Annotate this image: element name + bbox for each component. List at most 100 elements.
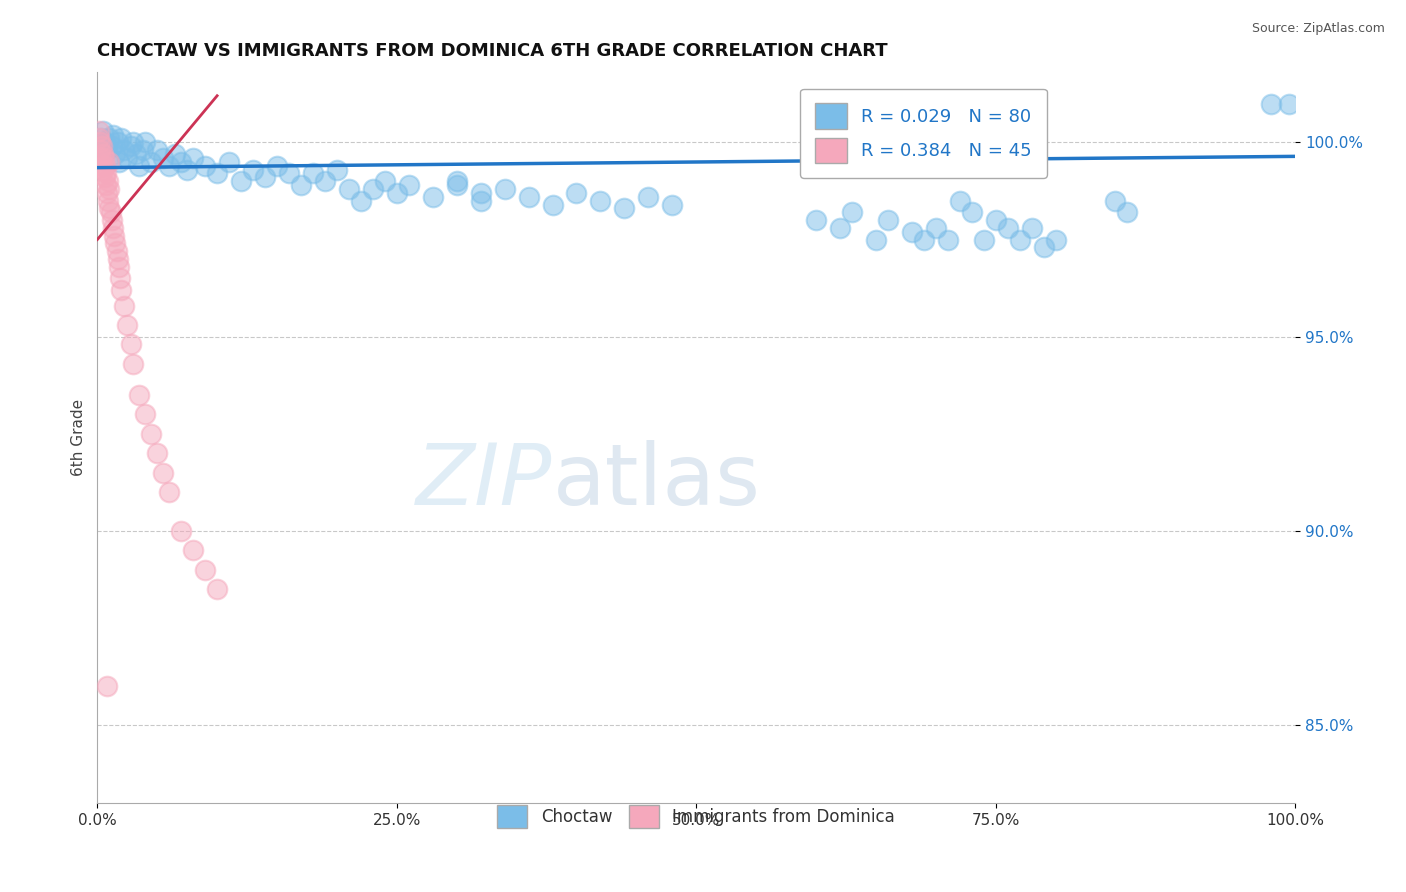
Point xyxy=(96,679,118,693)
Point xyxy=(1021,220,1043,235)
Point xyxy=(91,159,114,173)
Point xyxy=(91,124,114,138)
Point xyxy=(973,233,995,247)
Point xyxy=(181,151,204,165)
Point xyxy=(925,220,948,235)
Point xyxy=(841,205,863,219)
Point xyxy=(936,233,959,247)
Point xyxy=(385,186,408,200)
Text: CHOCTAW VS IMMIGRANTS FROM DOMINICA 6TH GRADE CORRELATION CHART: CHOCTAW VS IMMIGRANTS FROM DOMINICA 6TH … xyxy=(97,42,889,60)
Point xyxy=(350,194,373,208)
Point xyxy=(96,186,118,200)
Point xyxy=(141,154,163,169)
Point xyxy=(901,225,924,239)
Point xyxy=(101,128,124,142)
Point xyxy=(110,131,132,145)
Point xyxy=(541,197,564,211)
Point xyxy=(170,524,193,538)
Legend: Choctaw, Immigrants from Dominica: Choctaw, Immigrants from Dominica xyxy=(491,797,901,835)
Point xyxy=(91,147,114,161)
Point xyxy=(470,186,492,200)
Point xyxy=(107,252,129,266)
Point xyxy=(194,563,217,577)
Point xyxy=(90,139,112,153)
Text: ZIP: ZIP xyxy=(416,440,553,523)
Point xyxy=(912,233,935,247)
Point xyxy=(804,213,827,227)
Y-axis label: 6th Grade: 6th Grade xyxy=(72,399,86,476)
Point xyxy=(637,190,659,204)
Point xyxy=(152,466,174,480)
Point xyxy=(134,136,156,150)
Point xyxy=(120,139,142,153)
Point xyxy=(97,182,120,196)
Point xyxy=(361,182,384,196)
Point xyxy=(89,131,111,145)
Point xyxy=(128,159,150,173)
Point xyxy=(446,174,468,188)
Point xyxy=(517,190,540,204)
Point xyxy=(314,174,336,188)
Point xyxy=(96,166,118,180)
Point xyxy=(98,131,121,145)
Point xyxy=(1278,96,1301,111)
Point xyxy=(865,233,887,247)
Point xyxy=(96,143,118,157)
Point xyxy=(112,299,135,313)
Point xyxy=(194,159,217,173)
Point xyxy=(108,260,131,274)
Point xyxy=(1045,233,1067,247)
Point xyxy=(98,154,121,169)
Point xyxy=(422,190,444,204)
Point xyxy=(1260,96,1282,111)
Point xyxy=(157,159,180,173)
Point xyxy=(122,357,145,371)
Point xyxy=(103,228,125,243)
Point xyxy=(302,166,325,180)
Point xyxy=(984,213,1007,227)
Point xyxy=(242,162,264,177)
Point xyxy=(997,220,1019,235)
Point xyxy=(94,178,117,193)
Point xyxy=(589,194,612,208)
Point xyxy=(146,446,169,460)
Point xyxy=(96,174,118,188)
Point xyxy=(134,408,156,422)
Point xyxy=(398,178,420,193)
Point xyxy=(101,220,124,235)
Point xyxy=(326,162,349,177)
Point xyxy=(100,205,122,219)
Point xyxy=(1008,233,1031,247)
Point xyxy=(117,151,139,165)
Point xyxy=(122,136,145,150)
Point xyxy=(94,159,117,173)
Point xyxy=(105,244,128,259)
Point xyxy=(104,236,127,251)
Point xyxy=(128,388,150,402)
Point xyxy=(125,147,148,161)
Point xyxy=(108,154,131,169)
Point xyxy=(90,131,112,145)
Point xyxy=(446,178,468,193)
Point xyxy=(93,151,115,165)
Point xyxy=(494,182,516,196)
Point xyxy=(93,170,115,185)
Point xyxy=(1116,205,1139,219)
Point xyxy=(254,170,277,185)
Point xyxy=(960,205,983,219)
Point xyxy=(470,194,492,208)
Point xyxy=(141,426,163,441)
Point xyxy=(100,213,122,227)
Point xyxy=(157,485,180,500)
Point xyxy=(229,174,252,188)
Point xyxy=(613,202,636,216)
Point xyxy=(290,178,312,193)
Point xyxy=(1104,194,1126,208)
Point xyxy=(91,162,114,177)
Point xyxy=(97,194,120,208)
Point xyxy=(181,543,204,558)
Point xyxy=(266,159,288,173)
Text: Source: ZipAtlas.com: Source: ZipAtlas.com xyxy=(1251,22,1385,36)
Point xyxy=(278,166,301,180)
Point xyxy=(87,124,110,138)
